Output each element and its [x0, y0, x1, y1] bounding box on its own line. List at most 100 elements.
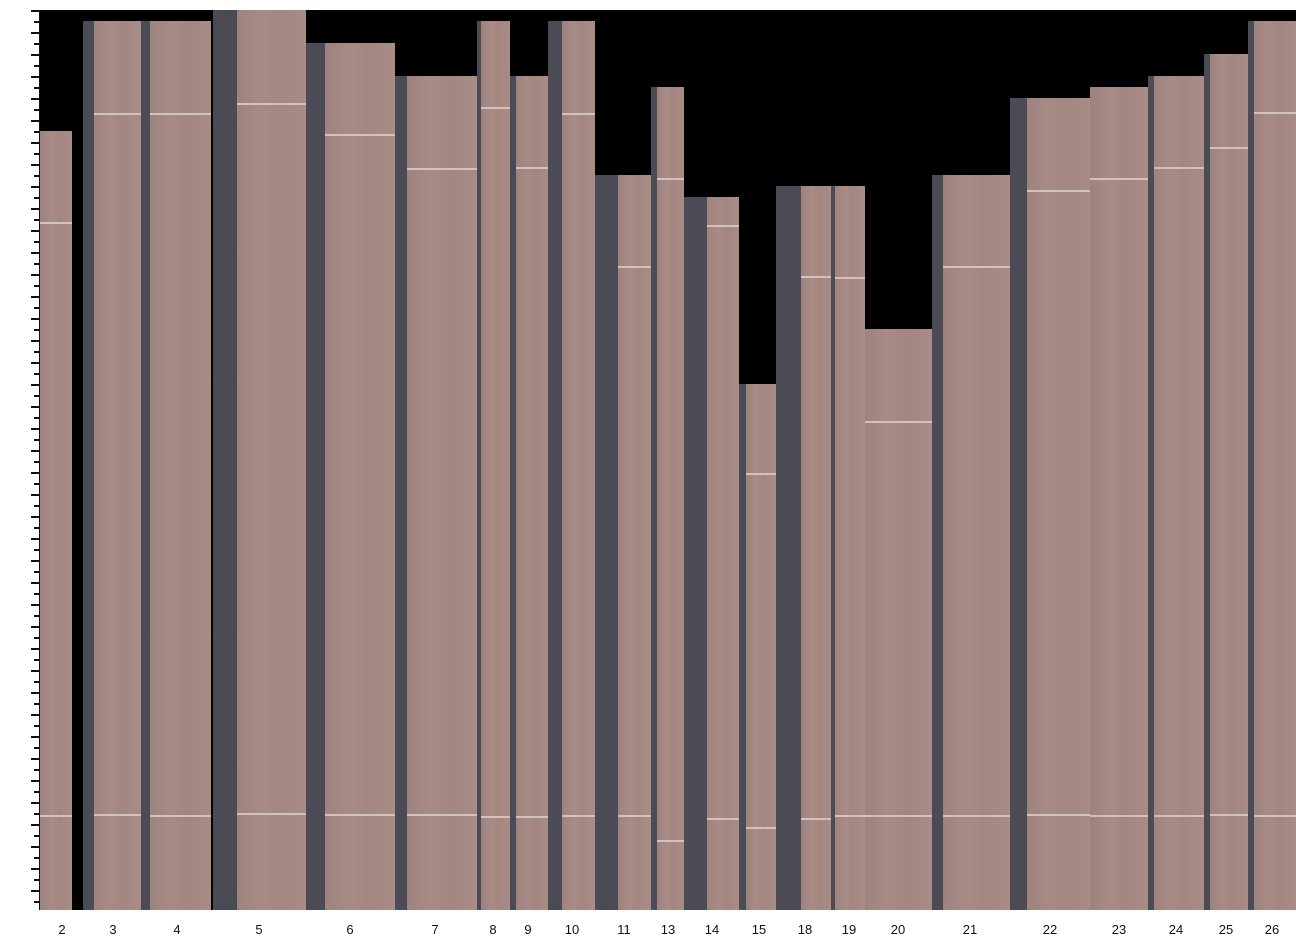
ruler-major-tick	[31, 362, 40, 364]
cut-marker-line	[835, 277, 865, 279]
strip-label: 3	[109, 922, 117, 937]
veneer-sheet	[865, 329, 932, 910]
veneer-strip[interactable]	[831, 186, 865, 910]
ruler-minor-tick	[34, 329, 40, 331]
strip-gap-shadow	[213, 10, 237, 910]
strip-label: 18	[797, 922, 813, 937]
veneer-strip[interactable]	[865, 329, 932, 910]
veneer-sheet	[657, 87, 684, 910]
strip-label: 21	[962, 922, 978, 937]
veneer-sheet	[618, 175, 651, 910]
veneer-strip[interactable]	[213, 10, 306, 910]
cut-marker-line	[562, 815, 595, 817]
ruler-minor-tick	[34, 351, 40, 353]
ruler-major-tick	[31, 802, 40, 804]
ruler-minor-tick	[34, 21, 40, 23]
veneer-strip[interactable]	[776, 186, 831, 910]
veneer-scan-viewer[interactable]	[40, 10, 1296, 910]
veneer-sheet	[707, 197, 739, 910]
cut-marker-line	[1210, 814, 1248, 816]
veneer-strip[interactable]	[739, 384, 776, 910]
strip-gap-shadow	[477, 21, 481, 910]
veneer-strip[interactable]	[1010, 98, 1090, 910]
cut-marker-line	[865, 421, 932, 423]
strip-label: 23	[1111, 922, 1127, 937]
strip-label: 15	[751, 922, 767, 937]
ruler-major-tick	[31, 714, 40, 716]
veneer-strip[interactable]	[651, 87, 684, 910]
veneer-strip[interactable]	[510, 76, 548, 910]
ruler-major-tick	[31, 164, 40, 166]
cut-marker-line	[1027, 814, 1090, 816]
veneer-strip[interactable]	[548, 21, 595, 910]
ruler-minor-tick	[34, 175, 40, 177]
veneer-sheet	[94, 21, 141, 910]
strip-label: 2	[58, 922, 66, 937]
ruler-major-tick	[31, 560, 40, 562]
veneer-strip[interactable]	[141, 21, 211, 910]
veneer-sheet	[746, 384, 776, 910]
cut-marker-line	[94, 113, 141, 115]
ruler-major-tick	[31, 538, 40, 540]
ruler-minor-tick	[34, 879, 40, 881]
ruler-major-tick	[31, 406, 40, 408]
veneer-strip[interactable]	[1248, 21, 1296, 910]
ruler-major-tick	[31, 208, 40, 210]
ruler-minor-tick	[34, 703, 40, 705]
veneer-strip[interactable]	[395, 76, 477, 910]
cut-marker-line	[1154, 167, 1204, 169]
strip-label: 11	[617, 922, 631, 937]
ruler-major-tick	[31, 10, 40, 12]
cut-marker-line	[1154, 815, 1204, 817]
strip-gap-shadow	[1204, 54, 1210, 910]
strip-label: 5	[255, 922, 263, 937]
cut-marker-line	[1027, 190, 1090, 192]
veneer-strip[interactable]	[306, 43, 395, 910]
cut-marker-line	[943, 266, 1010, 268]
veneer-strip[interactable]	[684, 197, 739, 910]
strip-label: 10	[564, 922, 580, 937]
veneer-sheet	[1090, 87, 1148, 910]
ruler-minor-tick	[34, 681, 40, 683]
cut-marker-line	[562, 113, 595, 115]
veneer-strip[interactable]	[932, 175, 1010, 910]
ruler-major-tick	[31, 384, 40, 386]
ruler-minor-tick	[34, 131, 40, 133]
ruler-major-tick	[31, 582, 40, 584]
strip-gap-shadow	[932, 175, 943, 910]
veneer-strip[interactable]	[1090, 87, 1148, 910]
ruler-minor-tick	[34, 439, 40, 441]
veneer-strip[interactable]	[1204, 54, 1248, 910]
cut-marker-line	[94, 814, 141, 816]
ruler-major-tick	[31, 626, 40, 628]
veneer-sheet	[835, 186, 865, 910]
veneer-sheet	[150, 21, 211, 910]
ruler-major-tick	[31, 516, 40, 518]
ruler-minor-tick	[34, 263, 40, 265]
cut-marker-line	[1090, 815, 1148, 817]
ruler-minor-tick	[34, 417, 40, 419]
cut-marker-line	[325, 134, 395, 136]
strip-label: 25	[1218, 922, 1234, 937]
cut-marker-line	[237, 103, 306, 105]
ruler-minor-tick	[34, 725, 40, 727]
ruler-major-tick	[31, 890, 40, 892]
ruler-major-tick	[31, 32, 40, 34]
strip-gap-shadow	[1248, 21, 1254, 910]
cut-marker-line	[746, 827, 776, 829]
strip-gap-shadow	[1148, 76, 1154, 910]
ruler-major-tick	[31, 758, 40, 760]
ruler-minor-tick	[34, 65, 40, 67]
strip-label: 22	[1042, 922, 1058, 937]
veneer-strip[interactable]	[83, 21, 141, 910]
veneer-strip[interactable]	[1148, 76, 1204, 910]
strip-gap-shadow	[1010, 98, 1027, 910]
veneer-strip[interactable]	[595, 175, 651, 910]
cut-marker-line	[1210, 147, 1248, 149]
veneer-strip[interactable]	[477, 21, 510, 910]
ruler-major-tick	[31, 186, 40, 188]
ruler-major-tick	[31, 54, 40, 56]
veneer-sheet	[562, 21, 595, 910]
cut-marker-line	[516, 167, 548, 169]
veneer-sheet	[801, 186, 831, 910]
